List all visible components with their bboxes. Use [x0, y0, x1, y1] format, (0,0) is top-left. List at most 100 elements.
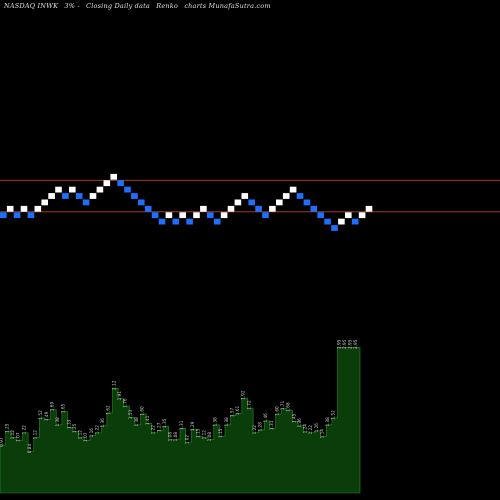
volume-label: 1.08 [173, 432, 178, 442]
renko-brick-down [13, 212, 21, 219]
renko-brick-up [345, 212, 352, 219]
volume-label: 1.15 [196, 428, 201, 438]
renko-brick-down [27, 212, 35, 219]
renko-brick-down [324, 218, 331, 225]
volume-label: 1.22 [151, 425, 156, 435]
renko-brick-up [41, 199, 48, 206]
volume-label: 1.71 [280, 401, 285, 411]
renko-brick-down [207, 212, 214, 219]
renko-brick-up [96, 186, 104, 193]
renko-brick-down [248, 199, 255, 206]
volume-label: 1.24 [303, 424, 308, 434]
renko-brick-down [331, 225, 338, 231]
renko-brick-up [338, 218, 345, 225]
chart-header: NASDAQ INWK 3% - Closing Daily data Renk… [4, 2, 275, 10]
renko-brick-down [186, 218, 193, 225]
volume-label: 1.08 [168, 432, 173, 442]
volume-label: 1.25 [72, 423, 77, 433]
renko-brick-up [269, 205, 276, 212]
volume-label: 1.29 [190, 421, 195, 431]
renko-brick-up [220, 212, 228, 219]
volume-label: 1.22 [94, 425, 99, 435]
renko-brick-up [358, 212, 366, 219]
renko-brick-down [124, 186, 131, 193]
volume-label: 1.12 [78, 430, 83, 440]
volume-label: 1.52 [38, 410, 43, 420]
renko-brick-up [227, 205, 235, 212]
renko-brick-down [213, 218, 221, 225]
volume-label: 1.22 [252, 425, 257, 435]
volume-label: 1.69 [49, 402, 54, 412]
volume-label: 2.95 [348, 339, 353, 349]
volume-label: 1.38 [325, 417, 330, 427]
volume-label: 1.53 [128, 409, 133, 419]
volume-label: 1.91 [117, 391, 122, 401]
renko-brick-down [296, 193, 304, 199]
renko-brick-up [179, 212, 186, 219]
renko-brick-up [234, 199, 242, 206]
volume-label: 1.02 [184, 435, 189, 445]
renko-brick-down [82, 199, 90, 206]
renko-brick-down [75, 193, 83, 199]
volume-label: 1.92 [241, 390, 246, 400]
volume-label: 1.61 [235, 405, 240, 415]
volume-label: 1.31 [179, 420, 184, 430]
volume-label: 1.22 [308, 425, 313, 435]
renko-brick-up [276, 199, 283, 206]
renko-brick-up [289, 186, 297, 193]
volume-label: 1.46 [263, 413, 268, 423]
volume-label: 1.07 [83, 432, 88, 442]
volume-label: 1.41 [145, 415, 150, 425]
renko-brick-down [255, 205, 262, 212]
volume-label: 1.57 [229, 407, 234, 417]
volume-label: 1.45 [291, 413, 296, 423]
volume-label: 1.76 [123, 398, 128, 408]
volume-label: 1.07 [16, 432, 21, 442]
site-label: charts MunafaSutra.com [184, 2, 271, 10]
volume-label: 1.12 [33, 430, 38, 440]
volume-label: 0.84 [27, 444, 32, 454]
flags-label: 3% - [64, 2, 80, 10]
volume-label: 2.95 [336, 339, 341, 349]
volume-label: 1.68 [286, 402, 291, 412]
renko-brick-down [262, 212, 269, 219]
renko-brick-up [193, 212, 200, 219]
renko-brick-down [351, 218, 359, 225]
volume-label: 1.49 [44, 411, 49, 421]
volume-label: 1.33 [66, 419, 71, 429]
renko-brick-down [131, 193, 138, 199]
renko-brick-up [20, 205, 28, 212]
volume-label: 1.60 [274, 406, 279, 416]
volume-label: 0.97 [0, 437, 4, 447]
volume-label: 1.38 [224, 417, 229, 427]
volume-label: 1.62 [106, 405, 111, 415]
renko-label: Renko [156, 2, 179, 10]
volume-area [0, 346, 361, 494]
renko-brick-up [55, 186, 62, 193]
volume-label: 1.36 [100, 418, 105, 428]
renko-brick-up [48, 193, 55, 199]
volume-label: 1.25 [4, 423, 9, 433]
volume-label: 1.60 [139, 406, 144, 416]
volume-label: 1.22 [21, 425, 26, 435]
volume-label: 1.28 [258, 422, 263, 432]
renko-brick-down [0, 212, 7, 219]
renko-brick-up [165, 212, 173, 219]
renko-brick-up [110, 173, 117, 180]
volume-label: 2.95 [342, 339, 347, 349]
renko-brick-up [69, 186, 76, 193]
renko-brick-up [34, 205, 42, 212]
renko-brick-down [317, 212, 324, 219]
volume-label: 1.08 [207, 432, 212, 442]
renko-brick-up [365, 205, 373, 212]
volume-label: 1.38 [134, 417, 139, 427]
renko-brick-up [200, 205, 207, 212]
chart-type-label: Closing Daily data [86, 2, 150, 10]
renko-brick-down [310, 205, 318, 212]
volume-label: 2.95 [353, 339, 358, 349]
renko-brick-up [89, 193, 97, 199]
renko-brick-down [117, 180, 124, 187]
volume-label: 1.38 [213, 417, 218, 427]
